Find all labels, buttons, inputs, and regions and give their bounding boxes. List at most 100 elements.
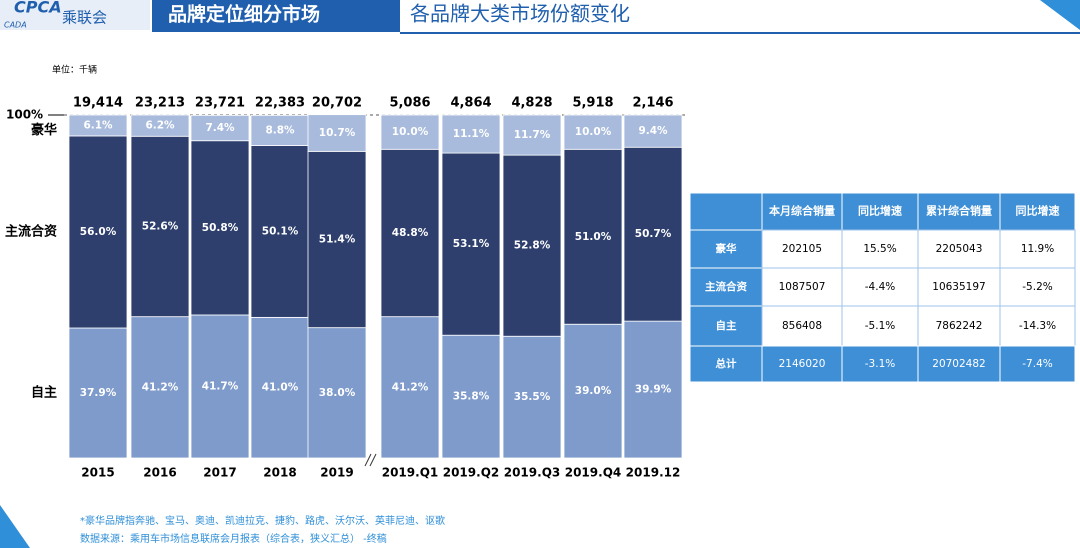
y-tick-label: 100%: [6, 108, 43, 122]
x-tick-label: 2015: [81, 466, 114, 480]
table-cell-text: -14.3%: [1019, 320, 1056, 332]
value-label: 38.0%: [319, 387, 356, 399]
value-label: 41.0%: [262, 382, 299, 394]
bar-segment: [68, 114, 128, 137]
table-cell-text: 15.5%: [863, 243, 896, 255]
corner-deco: [1040, 0, 1080, 30]
table-cell-text: 202105: [782, 243, 822, 255]
value-label: 50.7%: [635, 228, 672, 240]
table-cell-text: -7.4%: [1022, 358, 1052, 370]
table-cell-text: -3.1%: [865, 358, 895, 370]
table-cell: [761, 267, 843, 307]
table-cell: [999, 229, 1076, 269]
bar-segment: [380, 316, 440, 459]
axis-break: [364, 453, 372, 467]
table-cell-text: 856408: [782, 320, 822, 332]
unit-label: 单位：千辆: [52, 64, 97, 76]
value-label: 6.1%: [83, 119, 113, 131]
bar-segment: [250, 114, 310, 146]
value-label: 51.4%: [319, 234, 356, 246]
value-label: 10.0%: [392, 126, 429, 138]
x-tick-label: 2019.Q2: [443, 466, 500, 480]
bar-segment: [307, 114, 367, 152]
x-tick-label: 2019.12: [626, 466, 681, 480]
logo: CPCA: [14, 0, 62, 17]
series-label: 自主: [31, 385, 57, 401]
value-label: 50.1%: [262, 225, 299, 237]
value-label: 41.7%: [202, 380, 239, 392]
x-tick-label: 2019.Q3: [504, 466, 561, 480]
footnote: *豪华品牌指奔驰、宝马、奥迪、凯迪拉克、捷豹、路虎、沃尔沃、英菲尼迪、讴歌: [80, 514, 445, 527]
value-label: 51.0%: [575, 231, 612, 243]
table-cell-text: 1087507: [779, 281, 826, 293]
bar-segment: [250, 316, 310, 459]
x-tick-label: 2019.Q1: [382, 466, 439, 480]
x-tick-label: 2019: [320, 466, 353, 480]
table-cell-text: 7862242: [936, 320, 983, 332]
bar-segment: [130, 114, 190, 137]
table-cell: [841, 229, 919, 269]
table-cell: [917, 229, 1001, 269]
bar-segment: [623, 320, 683, 459]
bar-segment: [250, 145, 310, 318]
bar-segment: [441, 114, 501, 154]
x-tick-label: 2019.Q4: [565, 466, 622, 480]
x-tick-label: 2017: [203, 466, 236, 480]
bar-segment: [441, 334, 501, 459]
value-label: 37.9%: [80, 387, 117, 399]
table-cell: [761, 305, 843, 347]
bar-segment: [441, 152, 501, 336]
table-cell-text: 20702482: [932, 358, 985, 370]
value-label: 35.8%: [453, 391, 490, 403]
value-label: 52.8%: [514, 240, 551, 252]
corner-deco: [0, 505, 30, 548]
bar-segment: [502, 154, 562, 337]
bar-segment: [190, 114, 250, 142]
org-name: 乘联会: [62, 9, 107, 27]
value-label: 6.2%: [145, 120, 175, 132]
value-label: 35.5%: [514, 391, 551, 403]
bar-segment: [563, 114, 623, 150]
value-label: 11.7%: [514, 129, 551, 141]
table-cell-text: 11.9%: [1021, 243, 1054, 255]
total-label: 5,918: [572, 96, 613, 111]
bar-segment: [623, 114, 683, 148]
table-header: 同比增速: [858, 204, 902, 218]
slide-title: 各品牌大类市场份额变化: [410, 2, 630, 26]
total-label: 20,702: [312, 96, 362, 111]
total-label: 2,146: [632, 96, 673, 111]
logo-sub: CADA: [4, 21, 27, 30]
table-cell: [841, 267, 919, 307]
section-title: 品牌定位细分市场: [168, 3, 320, 26]
value-label: 11.1%: [453, 128, 490, 140]
table-cell-text: 2146020: [779, 358, 826, 370]
total-label: 4,828: [511, 96, 552, 111]
table-cell-text: 总计: [716, 357, 737, 370]
table-header-cell: [689, 192, 763, 231]
table-header-cell: [999, 192, 1076, 231]
bar-segment: [623, 146, 683, 322]
bar-segment: [130, 316, 190, 459]
total-label: 23,213: [135, 96, 185, 111]
value-label: 41.2%: [392, 381, 429, 393]
bar-segment: [563, 148, 623, 325]
value-label: 7.4%: [205, 122, 235, 134]
value-label: 56.0%: [80, 226, 117, 238]
value-label: 9.4%: [638, 125, 668, 137]
value-label: 41.2%: [142, 381, 179, 393]
value-label: 10.7%: [319, 127, 356, 139]
total-label: 19,414: [73, 96, 123, 111]
value-label: 10.0%: [575, 126, 612, 138]
series-label: 主流合资: [5, 223, 57, 239]
value-label: 52.6%: [142, 220, 179, 232]
table-cell: [917, 267, 1001, 307]
source-note: 数据来源：乘用车市场信息联席会月报表（综合表，狭义汇总） -终稿: [80, 532, 387, 545]
total-label: 22,383: [255, 96, 305, 111]
value-label: 53.1%: [453, 238, 490, 250]
x-tick-label: 2016: [143, 466, 176, 480]
value-label: 39.0%: [575, 385, 612, 397]
table-cell: [841, 345, 919, 383]
table-header: 同比增速: [1016, 204, 1060, 218]
